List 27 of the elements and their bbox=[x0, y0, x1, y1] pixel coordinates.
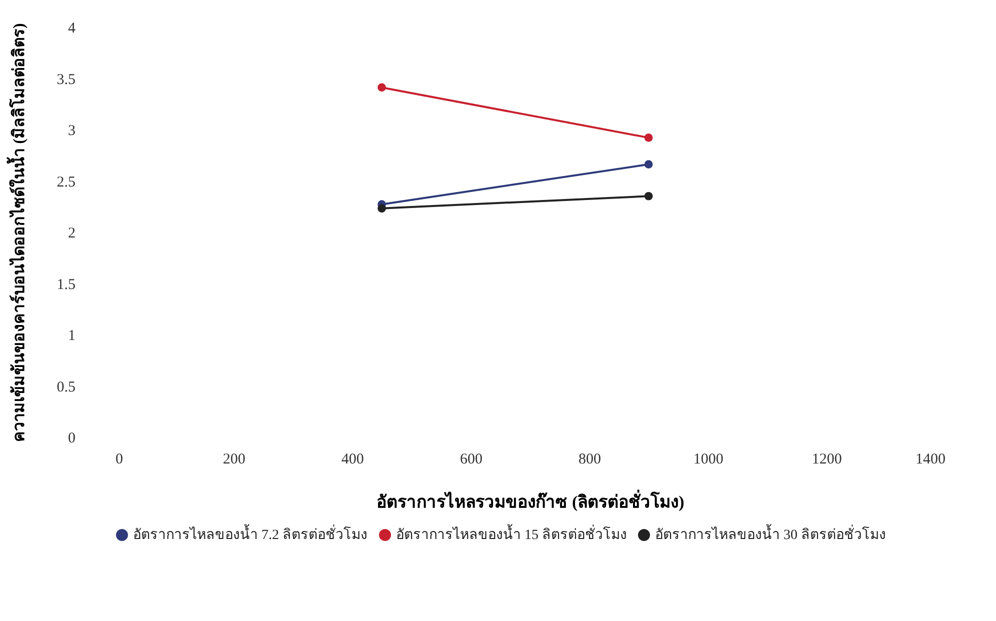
y-axis-title: ความเข้มข้นของคาร์บอนไดออกไซด์ในน้ำ (มิลลิโมลต่อลิตร) bbox=[6, 23, 28, 442]
legend-label: อัตราการไหลของน้ำ 30 ลิตรต่อชั่วโมง bbox=[655, 524, 886, 543]
x-axis-title: อัตราการไหลรวมของก๊าซ (ลิตรต่อชั่วโมง) bbox=[376, 490, 684, 512]
x-tick-label: 1000 bbox=[693, 452, 724, 468]
y-tick-label: 0.5 bbox=[56, 379, 76, 396]
x-tick-label: 0 bbox=[116, 452, 123, 468]
y-tick-label: 1 bbox=[68, 328, 76, 344]
y-tick-label: 3.5 bbox=[56, 72, 76, 88]
y-tick-label: 2.5 bbox=[56, 174, 76, 190]
y-tick-label: 4 bbox=[68, 20, 76, 36]
point bbox=[644, 192, 653, 200]
y-tick-label: 0 bbox=[68, 430, 76, 446]
x-tick-label: 800 bbox=[578, 452, 602, 468]
y-tick-label: 1.5 bbox=[56, 276, 76, 293]
x-tick-label: 600 bbox=[460, 452, 482, 468]
x-tick-label: 400 bbox=[341, 452, 364, 468]
x-tick-label: 1200 bbox=[812, 452, 842, 468]
point bbox=[644, 134, 653, 142]
y-tick-label: 2 bbox=[68, 226, 76, 242]
legend-label: อัตราการไหลของน้ำ 7.2 ลิตรต่อชั่วโมง bbox=[133, 524, 368, 543]
point bbox=[378, 204, 386, 213]
legend-label: อัตราการไหลของน้ำ 15 ลิตรต่อชั่วโมง bbox=[396, 524, 627, 543]
x-tick-label: 1400 bbox=[916, 452, 946, 468]
y-tick-label: 3 bbox=[68, 123, 76, 139]
x-tick-label: 200 bbox=[222, 452, 246, 468]
point bbox=[378, 83, 386, 92]
point bbox=[644, 160, 653, 169]
